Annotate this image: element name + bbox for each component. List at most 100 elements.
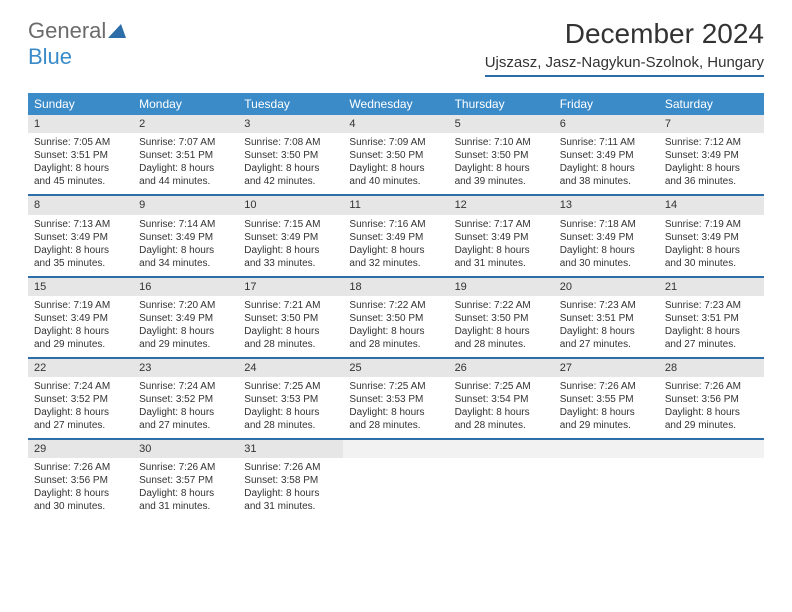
day-body: Sunrise: 7:26 AMSunset: 3:57 PMDaylight:… [133, 458, 238, 519]
day-number: 6 [554, 115, 659, 133]
day-cell: 15Sunrise: 7:19 AMSunset: 3:49 PMDayligh… [28, 278, 133, 357]
day-number: 17 [238, 278, 343, 296]
sunrise-text: Sunrise: 7:16 AM [349, 218, 442, 231]
day-cell [343, 440, 448, 519]
sunrise-text: Sunrise: 7:22 AM [349, 299, 442, 312]
day-cell [554, 440, 659, 519]
day-number: 31 [238, 440, 343, 458]
day-cell: 26Sunrise: 7:25 AMSunset: 3:54 PMDayligh… [449, 359, 554, 438]
sunrise-text: Sunrise: 7:22 AM [455, 299, 548, 312]
sunrise-text: Sunrise: 7:26 AM [665, 380, 758, 393]
daylight-text-2: and 28 minutes. [349, 338, 442, 351]
logo: General Blue [28, 18, 126, 70]
sunset-text: Sunset: 3:56 PM [34, 474, 127, 487]
daylight-text-2: and 39 minutes. [455, 175, 548, 188]
sunrise-text: Sunrise: 7:23 AM [560, 299, 653, 312]
daylight-text-1: Daylight: 8 hours [560, 244, 653, 257]
day-body [659, 458, 764, 467]
day-body [449, 458, 554, 467]
day-body: Sunrise: 7:26 AMSunset: 3:56 PMDaylight:… [28, 458, 133, 519]
day-cell: 11Sunrise: 7:16 AMSunset: 3:49 PMDayligh… [343, 196, 448, 275]
day-cell: 24Sunrise: 7:25 AMSunset: 3:53 PMDayligh… [238, 359, 343, 438]
daylight-text-1: Daylight: 8 hours [244, 406, 337, 419]
daylight-text-1: Daylight: 8 hours [349, 406, 442, 419]
day-header-cell: Thursday [449, 93, 554, 115]
sunset-text: Sunset: 3:49 PM [349, 231, 442, 244]
day-cell: 10Sunrise: 7:15 AMSunset: 3:49 PMDayligh… [238, 196, 343, 275]
sunset-text: Sunset: 3:55 PM [560, 393, 653, 406]
sunset-text: Sunset: 3:49 PM [139, 312, 232, 325]
daylight-text-1: Daylight: 8 hours [34, 325, 127, 338]
day-body: Sunrise: 7:25 AMSunset: 3:53 PMDaylight:… [343, 377, 448, 438]
day-number: 5 [449, 115, 554, 133]
day-body: Sunrise: 7:05 AMSunset: 3:51 PMDaylight:… [28, 133, 133, 194]
calendar: SundayMondayTuesdayWednesdayThursdayFrid… [28, 93, 764, 519]
day-header-cell: Friday [554, 93, 659, 115]
daylight-text-1: Daylight: 8 hours [455, 244, 548, 257]
day-number: 13 [554, 196, 659, 214]
day-body: Sunrise: 7:18 AMSunset: 3:49 PMDaylight:… [554, 215, 659, 276]
daylight-text-1: Daylight: 8 hours [349, 325, 442, 338]
day-body: Sunrise: 7:09 AMSunset: 3:50 PMDaylight:… [343, 133, 448, 194]
day-number: 22 [28, 359, 133, 377]
day-number: 20 [554, 278, 659, 296]
daylight-text-1: Daylight: 8 hours [665, 406, 758, 419]
month-title: December 2024 [485, 18, 764, 50]
day-header-cell: Monday [133, 93, 238, 115]
daylight-text-2: and 44 minutes. [139, 175, 232, 188]
daylight-text-2: and 30 minutes. [34, 500, 127, 513]
day-body: Sunrise: 7:11 AMSunset: 3:49 PMDaylight:… [554, 133, 659, 194]
daylight-text-1: Daylight: 8 hours [455, 406, 548, 419]
sunrise-text: Sunrise: 7:09 AM [349, 136, 442, 149]
week-row: 29Sunrise: 7:26 AMSunset: 3:56 PMDayligh… [28, 440, 764, 519]
sunrise-text: Sunrise: 7:24 AM [139, 380, 232, 393]
day-cell: 12Sunrise: 7:17 AMSunset: 3:49 PMDayligh… [449, 196, 554, 275]
daylight-text-1: Daylight: 8 hours [139, 325, 232, 338]
sunset-text: Sunset: 3:49 PM [560, 149, 653, 162]
day-number: 11 [343, 196, 448, 214]
day-body: Sunrise: 7:10 AMSunset: 3:50 PMDaylight:… [449, 133, 554, 194]
daylight-text-1: Daylight: 8 hours [34, 406, 127, 419]
day-cell [659, 440, 764, 519]
sunrise-text: Sunrise: 7:11 AM [560, 136, 653, 149]
daylight-text-2: and 27 minutes. [665, 338, 758, 351]
day-cell: 28Sunrise: 7:26 AMSunset: 3:56 PMDayligh… [659, 359, 764, 438]
sunrise-text: Sunrise: 7:26 AM [244, 461, 337, 474]
day-number: 21 [659, 278, 764, 296]
day-header-cell: Tuesday [238, 93, 343, 115]
day-number [343, 440, 448, 458]
daylight-text-2: and 32 minutes. [349, 257, 442, 270]
daylight-text-2: and 34 minutes. [139, 257, 232, 270]
sunrise-text: Sunrise: 7:26 AM [560, 380, 653, 393]
day-cell: 7Sunrise: 7:12 AMSunset: 3:49 PMDaylight… [659, 115, 764, 194]
day-cell: 25Sunrise: 7:25 AMSunset: 3:53 PMDayligh… [343, 359, 448, 438]
daylight-text-2: and 28 minutes. [349, 419, 442, 432]
day-body [343, 458, 448, 467]
day-number: 28 [659, 359, 764, 377]
sunset-text: Sunset: 3:49 PM [560, 231, 653, 244]
daylight-text-1: Daylight: 8 hours [244, 325, 337, 338]
day-body: Sunrise: 7:19 AMSunset: 3:49 PMDaylight:… [28, 296, 133, 357]
day-cell: 19Sunrise: 7:22 AMSunset: 3:50 PMDayligh… [449, 278, 554, 357]
day-cell: 8Sunrise: 7:13 AMSunset: 3:49 PMDaylight… [28, 196, 133, 275]
day-body: Sunrise: 7:26 AMSunset: 3:55 PMDaylight:… [554, 377, 659, 438]
day-body: Sunrise: 7:23 AMSunset: 3:51 PMDaylight:… [554, 296, 659, 357]
day-cell: 6Sunrise: 7:11 AMSunset: 3:49 PMDaylight… [554, 115, 659, 194]
daylight-text-2: and 27 minutes. [560, 338, 653, 351]
sunset-text: Sunset: 3:51 PM [665, 312, 758, 325]
daylight-text-2: and 28 minutes. [455, 338, 548, 351]
day-body: Sunrise: 7:26 AMSunset: 3:56 PMDaylight:… [659, 377, 764, 438]
logo-part2: Blue [28, 44, 72, 69]
daylight-text-2: and 33 minutes. [244, 257, 337, 270]
sunset-text: Sunset: 3:49 PM [244, 231, 337, 244]
day-number: 15 [28, 278, 133, 296]
sunrise-text: Sunrise: 7:13 AM [34, 218, 127, 231]
day-body: Sunrise: 7:07 AMSunset: 3:51 PMDaylight:… [133, 133, 238, 194]
day-cell: 23Sunrise: 7:24 AMSunset: 3:52 PMDayligh… [133, 359, 238, 438]
weeks-container: 1Sunrise: 7:05 AMSunset: 3:51 PMDaylight… [28, 115, 764, 519]
week-row: 1Sunrise: 7:05 AMSunset: 3:51 PMDaylight… [28, 115, 764, 196]
day-cell: 1Sunrise: 7:05 AMSunset: 3:51 PMDaylight… [28, 115, 133, 194]
sunrise-text: Sunrise: 7:18 AM [560, 218, 653, 231]
daylight-text-2: and 36 minutes. [665, 175, 758, 188]
daylight-text-2: and 38 minutes. [560, 175, 653, 188]
